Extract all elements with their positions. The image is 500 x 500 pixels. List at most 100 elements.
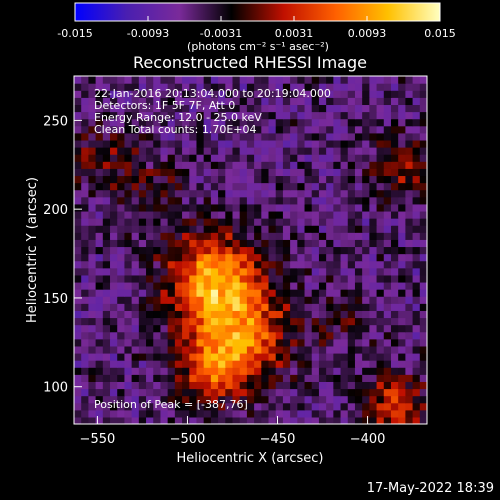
heatmap-cell: [282, 253, 291, 262]
heatmap-cell: [102, 83, 111, 91]
heatmap-cell: [182, 239, 190, 248]
heatmap-cell: [138, 196, 147, 205]
heatmap-cell: [131, 189, 140, 198]
heatmap-cell: [347, 97, 356, 106]
heatmap-cell: [297, 118, 306, 127]
heatmap-cell: [419, 147, 427, 155]
heatmap-cell: [419, 239, 427, 248]
heatmap-cell: [81, 260, 89, 269]
heatmap-cell: [326, 118, 334, 127]
heatmap-cell: [102, 239, 111, 248]
heatmap-cell: [254, 125, 262, 134]
heatmap-cell: [210, 111, 219, 120]
heatmap-cell: [340, 139, 349, 148]
heatmap-cell: [412, 388, 421, 397]
heatmap-cell: [297, 331, 306, 340]
heatmap-cell: [146, 161, 154, 169]
heatmap-cell: [362, 203, 370, 212]
heatmap-cell: [225, 289, 234, 297]
heatmap-cell: [347, 317, 356, 326]
heatmap-cell: [376, 395, 385, 404]
heatmap-cell: [88, 324, 97, 333]
heatmap-cell: [131, 345, 140, 354]
heatmap-cell: [318, 76, 327, 84]
heatmap-cell: [95, 267, 104, 276]
heatmap-cell: [210, 189, 219, 198]
heatmap-cell: [376, 203, 385, 212]
heatmap-cell: [146, 104, 154, 113]
heatmap-cell: [138, 125, 147, 134]
heatmap-cell: [246, 139, 255, 148]
heatmap-cell: [124, 154, 133, 162]
heatmap-cell: [333, 409, 342, 418]
heatmap-cell: [81, 331, 89, 340]
heatmap-cell: [347, 345, 356, 354]
heatmap-cell: [398, 118, 406, 127]
heatmap-cell: [174, 352, 183, 361]
heatmap-cell: [304, 409, 313, 418]
heatmap-cell: [138, 182, 147, 191]
heatmap-cell: [398, 246, 406, 255]
heatmap-cell: [304, 360, 313, 368]
heatmap-cell: [246, 409, 255, 418]
heatmap-cell: [160, 409, 169, 418]
heatmap-cell: [225, 232, 234, 240]
heatmap-cell: [390, 239, 399, 248]
heatmap-cell: [167, 388, 176, 397]
heatmap-cell: [297, 210, 306, 219]
heatmap-cell: [153, 182, 162, 191]
heatmap-cell: [383, 76, 392, 84]
heatmap-cell: [210, 296, 219, 304]
heatmap-cell: [261, 274, 270, 283]
heatmap-cell: [225, 111, 234, 120]
heatmap-cell: [311, 331, 320, 340]
heatmap-cell: [282, 232, 291, 240]
heatmap-cell: [398, 111, 406, 120]
heatmap-cell: [117, 97, 126, 106]
heatmap-cell: [268, 303, 277, 311]
heatmap-cell: [246, 182, 255, 191]
heatmap-cell: [167, 381, 176, 390]
heatmap-cell: [124, 232, 133, 240]
heatmap-cell: [110, 409, 118, 418]
heatmap-cell: [419, 352, 427, 361]
heatmap-cell: [261, 338, 270, 347]
heatmap-cell: [340, 281, 349, 290]
heatmap-cell: [340, 246, 349, 255]
heatmap-cell: [153, 289, 162, 297]
heatmap-cell: [131, 324, 140, 333]
heatmap-cell: [153, 352, 162, 361]
heatmap-cell: [275, 260, 284, 269]
heatmap-cell: [218, 111, 226, 120]
heatmap-cell: [218, 239, 226, 248]
heatmap-cell: [239, 97, 248, 106]
heatmap-cell: [225, 196, 234, 205]
heatmap-cell: [117, 125, 126, 134]
heatmap-cell: [405, 303, 414, 311]
heatmap-cell: [390, 402, 399, 411]
heatmap-cell: [419, 168, 427, 177]
heatmap-cell: [376, 196, 385, 205]
heatmap-cell: [282, 196, 291, 205]
heatmap-cell: [210, 104, 219, 113]
heatmap-cell: [383, 324, 392, 333]
heatmap-cell: [232, 196, 241, 205]
heatmap-cell: [333, 345, 342, 354]
heatmap-cell: [138, 232, 147, 240]
heatmap-cell: [218, 253, 226, 262]
heatmap-cell: [225, 118, 234, 127]
heatmap-cell: [282, 416, 291, 424]
heatmap-cell: [81, 388, 89, 397]
heatmap-cell: [340, 203, 349, 212]
heatmap-cell: [182, 324, 190, 333]
heatmap-cell: [354, 409, 363, 418]
heatmap-cell: [383, 182, 392, 191]
heatmap-cell: [282, 218, 291, 226]
heatmap-cell: [362, 281, 370, 290]
heatmap-cell: [282, 381, 291, 390]
heatmap-cell: [333, 246, 342, 255]
heatmap-cell: [354, 317, 363, 326]
heatmap-cell: [131, 154, 140, 162]
heatmap-cell: [297, 289, 306, 297]
heatmap-cell: [210, 118, 219, 127]
